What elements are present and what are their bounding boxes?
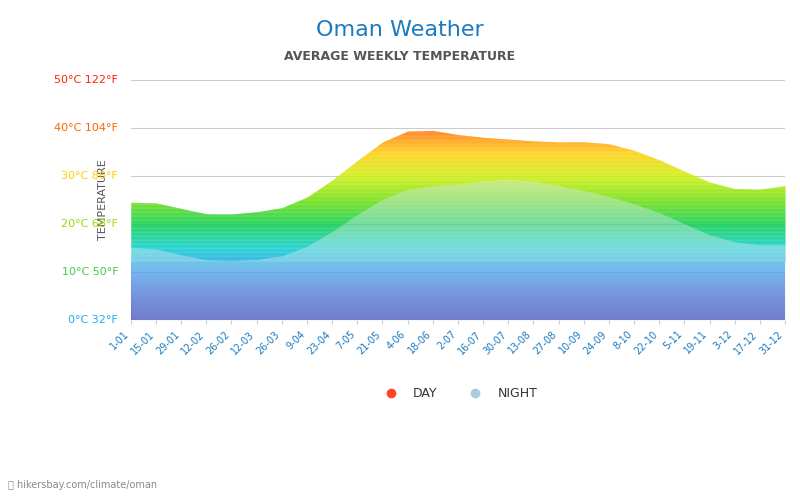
Text: Oman Weather: Oman Weather	[316, 20, 484, 40]
Text: 0°C 32°F: 0°C 32°F	[69, 315, 118, 325]
Text: AVERAGE WEEKLY TEMPERATURE: AVERAGE WEEKLY TEMPERATURE	[285, 50, 515, 63]
Text: 🔗 hikersbay.com/climate/oman: 🔗 hikersbay.com/climate/oman	[8, 480, 157, 490]
Text: 10°C 50°F: 10°C 50°F	[62, 267, 118, 277]
Text: 20°C 68°F: 20°C 68°F	[62, 219, 118, 229]
Text: 30°C 86°F: 30°C 86°F	[62, 171, 118, 181]
Text: 40°C 104°F: 40°C 104°F	[54, 123, 118, 133]
Y-axis label: TEMPERATURE: TEMPERATURE	[98, 160, 108, 240]
Text: 50°C 122°F: 50°C 122°F	[54, 75, 118, 85]
Legend: DAY, NIGHT: DAY, NIGHT	[374, 382, 542, 405]
